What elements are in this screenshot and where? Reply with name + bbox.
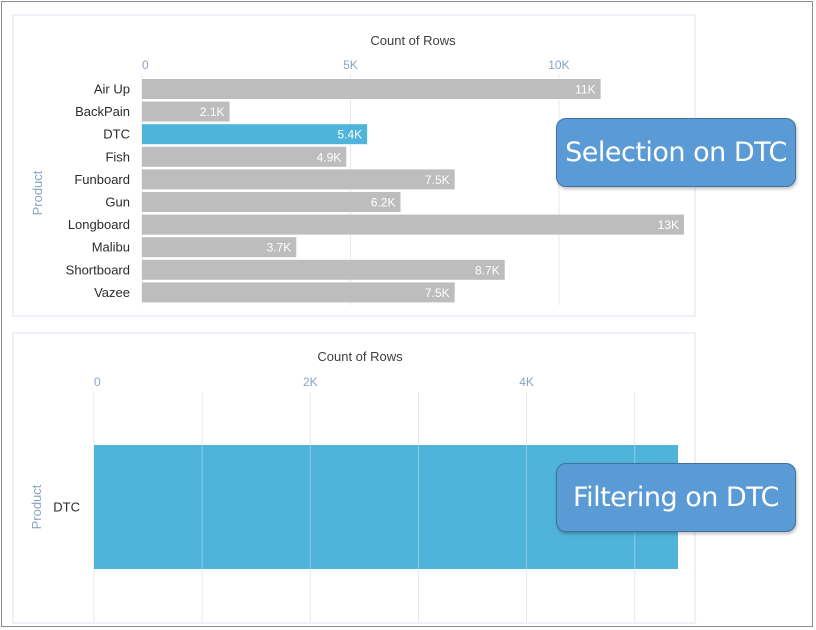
bar-gun xyxy=(142,192,401,212)
bar-fish xyxy=(142,146,347,167)
x-axis-title: Count of Rows xyxy=(317,349,403,364)
x-axis-title: Count of Rows xyxy=(370,33,456,48)
bar-funboard xyxy=(142,169,455,190)
filtering-callout: Filtering on DTC xyxy=(556,463,796,532)
x-tick-label: 0 xyxy=(142,58,149,72)
x-tick-label: 5K xyxy=(343,58,358,72)
bar-air-up xyxy=(142,79,601,99)
value-label-longboard: 13K xyxy=(658,218,679,232)
x-tick-label: 0 xyxy=(94,375,101,389)
category-label-funboard: Funboard xyxy=(74,172,130,187)
category-label-vazee: Vazee xyxy=(94,285,130,300)
value-label-shortboard: 8.7K xyxy=(475,263,500,277)
bar-dtc xyxy=(142,124,368,145)
category-label-malibu: Malibu xyxy=(92,240,130,255)
bar-vazee xyxy=(142,282,455,303)
selection-callout: Selection on DTC xyxy=(556,118,796,187)
bar-malibu xyxy=(142,237,297,258)
bar-shortboard xyxy=(142,259,505,280)
x-tick-label: 4K xyxy=(519,375,534,389)
x-tick-label: 2K xyxy=(303,375,318,389)
category-label-shortboard: Shortboard xyxy=(66,262,130,277)
category-label-fish: Fish xyxy=(105,149,130,164)
y-axis-title: Product xyxy=(30,170,45,215)
bar-longboard xyxy=(142,214,684,235)
category-label-backpain: BackPain xyxy=(75,104,130,119)
category-label-dtc: DTC xyxy=(53,500,80,515)
selection-bar-chart: Count of Rows 0 5K 10K Product Air Up 11K BackP… xyxy=(30,33,684,305)
value-label-fish: 4.9K xyxy=(317,150,342,164)
value-label-funboard: 7.5K xyxy=(425,173,450,187)
value-label-dtc: 5.4K xyxy=(337,128,362,142)
value-label-malibu: 3.7K xyxy=(267,241,292,255)
value-label-backpain: 2.1K xyxy=(200,105,225,119)
value-label-air-up: 11K xyxy=(575,83,595,97)
y-axis-title: Product xyxy=(29,484,44,529)
category-label-dtc: DTC xyxy=(103,127,130,142)
value-label-vazee: 7.5K xyxy=(425,286,450,300)
bar-backpain xyxy=(142,101,230,122)
category-label-air-up: Air Up xyxy=(94,82,130,97)
category-label-longboard: Longboard xyxy=(68,217,130,232)
category-label-gun: Gun xyxy=(105,195,130,210)
x-tick-label: 10K xyxy=(548,58,569,72)
value-label-gun: 6.2K xyxy=(371,196,396,210)
